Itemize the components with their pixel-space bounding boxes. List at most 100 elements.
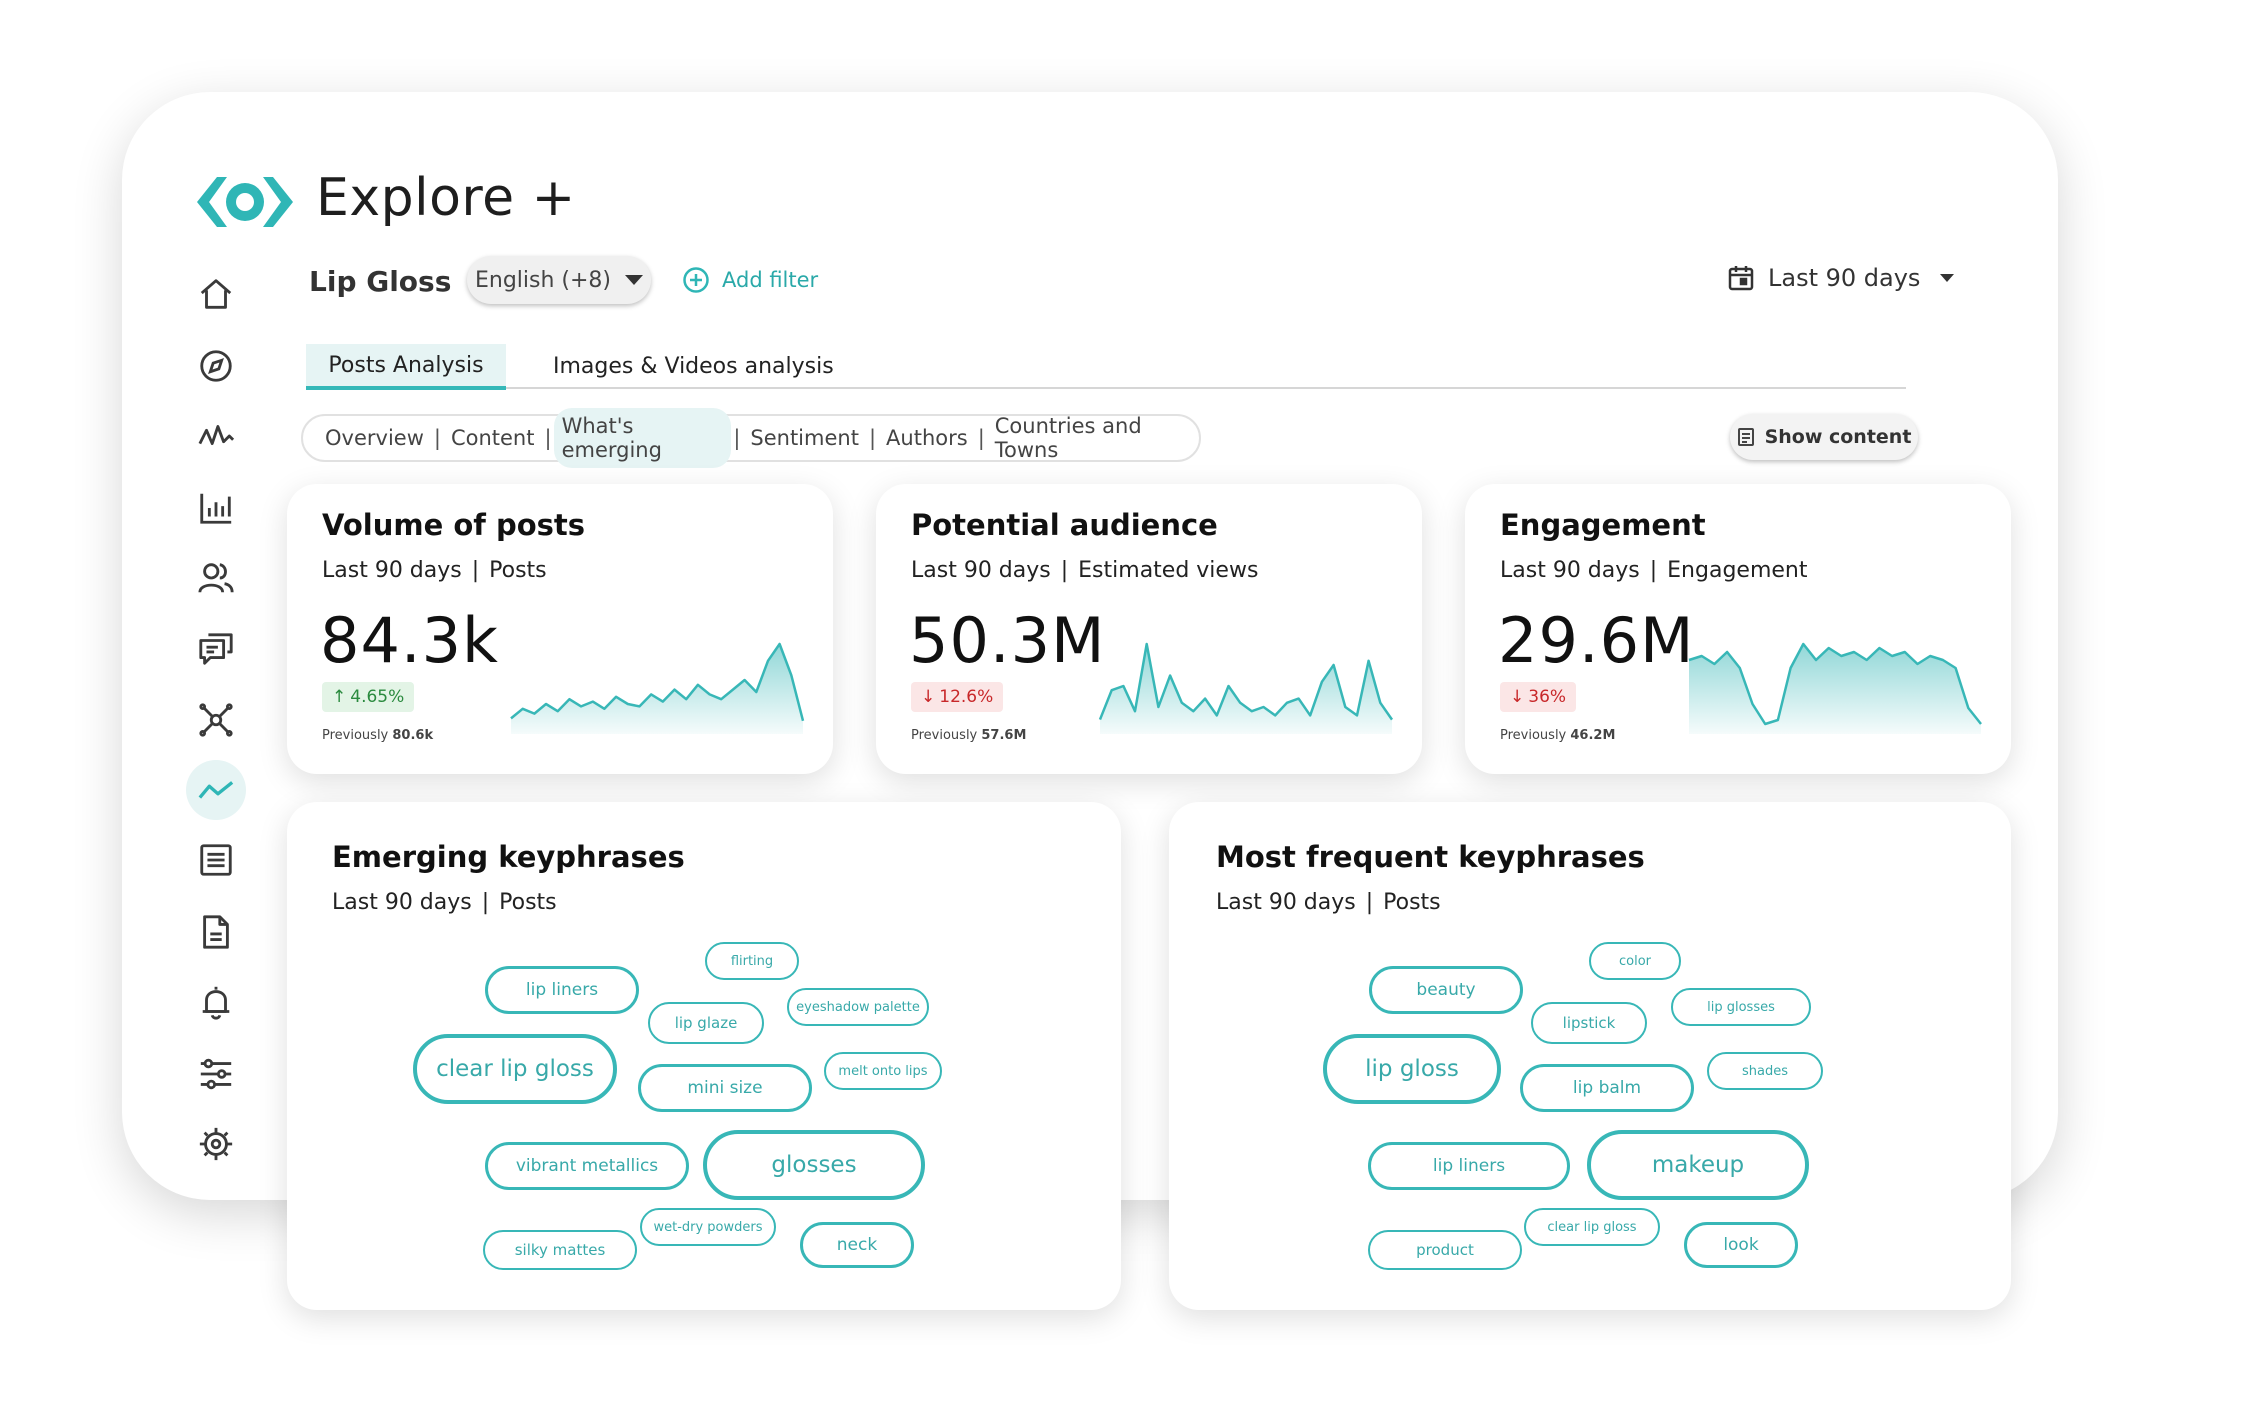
subnav-overview[interactable]: Overview	[325, 426, 424, 450]
separator: |	[868, 426, 877, 450]
subnav-countries-towns[interactable]: Countries and Towns	[994, 414, 1142, 462]
sparkline-area	[1100, 644, 1392, 734]
card-period: Last 90 days	[1216, 890, 1356, 915]
compass-icon[interactable]	[188, 338, 244, 394]
arrow-down-icon: ↓	[1510, 687, 1525, 707]
previous-value: Previously 46.2M	[1500, 728, 1616, 743]
users-icon[interactable]	[188, 550, 244, 606]
card-unit: Posts	[1383, 890, 1441, 915]
app-title: Explore +	[316, 168, 576, 228]
arrow-up-icon: ↑	[332, 687, 347, 707]
tab-label: Posts Analysis	[328, 352, 484, 378]
subnav-whats-emerging[interactable]: What's emerging	[553, 408, 732, 468]
sparkline-line	[510, 642, 805, 722]
keyphrase-chip[interactable]: lip liners	[485, 966, 639, 1014]
sparkline-area	[511, 644, 803, 734]
card-unit: Posts	[499, 890, 557, 915]
subnav-sentiment[interactable]: Sentiment	[750, 426, 859, 450]
trend-icon[interactable]	[186, 760, 246, 820]
keyphrase-chip[interactable]: product	[1368, 1230, 1522, 1270]
add-filter-button[interactable]: Add filter	[682, 266, 818, 294]
change-badge: ↓ 12.6%	[911, 682, 1004, 712]
sliders-icon[interactable]	[188, 1046, 244, 1102]
document-icon	[1737, 428, 1754, 446]
change-value: 36%	[1528, 687, 1567, 707]
metric-card-audience: Potential audience Last 90 days | Estimate…	[876, 484, 1422, 774]
keyphrase-chip[interactable]: lip balm	[1520, 1064, 1694, 1112]
keyphrase-chip[interactable]: look	[1684, 1222, 1798, 1268]
tab-posts-analysis[interactable]: Posts Analysis	[306, 344, 506, 390]
frequent-keyphrases-card: Most frequent keyphrases Last 90 days | Po…	[1169, 802, 2011, 1310]
sparkline-audience	[1098, 642, 1394, 734]
document-icon[interactable]	[188, 904, 244, 960]
keyphrase-chip[interactable]: vibrant metallics	[485, 1142, 689, 1190]
keyphrase-chip[interactable]: clear lip gloss	[1524, 1208, 1660, 1246]
keyphrase-chip[interactable]: eyeshadow palette	[787, 988, 929, 1026]
language-dropdown[interactable]: English (+8)	[467, 256, 651, 304]
separator: |	[733, 426, 741, 450]
card-title: Potential audience	[911, 508, 1218, 542]
card-title: Volume of posts	[322, 508, 586, 542]
sparkline-line	[1688, 642, 1982, 726]
keyphrase-chip[interactable]: clear lip gloss	[413, 1034, 617, 1104]
keyphrase-chip[interactable]: beauty	[1369, 966, 1523, 1014]
change-badge: ↓ 36%	[1500, 682, 1577, 712]
bar-chart-icon[interactable]	[188, 480, 244, 536]
keyphrase-chip[interactable]: wet-dry powders	[640, 1208, 776, 1246]
subnav-authors[interactable]: Authors	[886, 426, 968, 450]
keyphrase-chip[interactable]: neck	[800, 1222, 914, 1268]
keyphrase-chip[interactable]: glosses	[703, 1130, 925, 1200]
card-subtitle: Last 90 days | Posts	[1216, 890, 1441, 915]
tab-images-videos-analysis[interactable]: Images & Videos analysis	[553, 344, 834, 388]
keyphrase-chip[interactable]: silky mattes	[483, 1230, 637, 1270]
change-value: 4.65%	[350, 687, 405, 707]
network-icon[interactable]	[188, 692, 244, 748]
card-title: Engagement	[1500, 508, 1706, 542]
keyphrase-chip[interactable]: lipstick	[1531, 1002, 1647, 1044]
subnav-content[interactable]: Content	[450, 426, 535, 450]
calendar-icon	[1728, 266, 1754, 291]
sub-navigation: Overview | Content | What's emerging | S…	[301, 408, 1201, 468]
separator: |	[977, 426, 985, 450]
tab-label: Images & Videos analysis	[553, 353, 834, 379]
card-period: Last 90 days	[332, 890, 472, 915]
keyphrase-chip[interactable]: shades	[1707, 1052, 1823, 1090]
card-subtitle: Last 90 days | Posts	[322, 558, 547, 583]
keyphrase-chip[interactable]: flirting	[705, 942, 799, 980]
card-subtitle: Last 90 days | Posts	[332, 890, 557, 915]
logo-icon	[197, 177, 293, 227]
keyphrase-chip[interactable]: melt onto lips	[824, 1052, 942, 1090]
pulse-icon[interactable]	[188, 408, 244, 464]
metric-card-engagement: Engagement Last 90 days | Engagement 29.6M…	[1465, 484, 2011, 774]
bell-icon[interactable]	[188, 974, 244, 1030]
keyphrase-chip[interactable]: makeup	[1587, 1130, 1809, 1200]
query-title: Lip Gloss	[309, 265, 452, 298]
gear-icon[interactable]	[188, 1116, 244, 1172]
arrow-down-icon: ↓	[921, 687, 936, 707]
list-icon[interactable]	[188, 832, 244, 888]
sparkline-area	[1689, 644, 1981, 734]
metric-card-volume: Volume of posts Last 90 days | Posts 84.3k…	[287, 484, 833, 774]
sparkline-engagement	[1688, 642, 1982, 734]
separator: |	[544, 426, 552, 450]
keyphrase-chip[interactable]: lip gloss	[1323, 1034, 1501, 1104]
show-content-button[interactable]: Show content	[1730, 414, 1918, 460]
change-badge: ↑ 4.65%	[322, 682, 415, 712]
metric-value: 84.3k	[320, 604, 499, 677]
previous-value: Previously 57.6M	[911, 728, 1027, 743]
keyphrase-chip[interactable]: lip glaze	[648, 1002, 764, 1044]
separator: |	[433, 426, 441, 450]
plus-circle-icon	[683, 267, 709, 293]
date-range-dropdown[interactable]: Last 90 days	[1728, 264, 1955, 292]
keyphrase-chip[interactable]: mini size	[638, 1064, 812, 1112]
home-icon[interactable]	[188, 266, 244, 322]
change-value: 12.6%	[939, 687, 994, 707]
keyphrase-chip[interactable]: lip glosses	[1671, 988, 1811, 1026]
tabs-divider	[306, 387, 1906, 389]
card-unit: Engagement	[1667, 558, 1808, 583]
chat-icon[interactable]	[188, 622, 244, 678]
card-subtitle: Last 90 days | Engagement	[1500, 558, 1808, 583]
keyphrase-chip[interactable]: lip liners	[1368, 1142, 1570, 1190]
card-period: Last 90 days	[1500, 558, 1640, 583]
keyphrase-chip[interactable]: color	[1589, 942, 1681, 980]
